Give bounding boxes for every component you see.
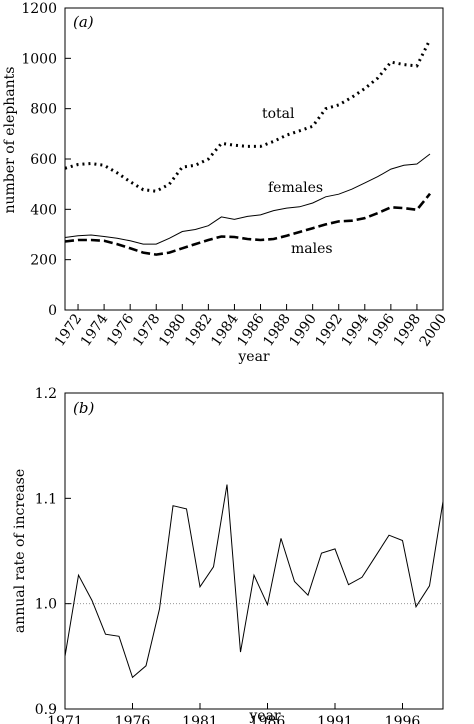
- panel-a-x-tick-label: 1982: [182, 311, 216, 349]
- panel-a-plot-frame: [64, 7, 444, 311]
- panel-a-x-tick-label: 1976: [104, 311, 138, 349]
- panel-a-x-tick-label: 1974: [78, 311, 112, 349]
- panel-a-x-tick-label: 1980: [156, 311, 190, 349]
- panel-a-x-tick-label: 1994: [339, 311, 373, 349]
- panel-b-x-tick-label: 1976: [115, 714, 151, 724]
- panel-a-x-ticks: 1972197419761978198019821984198619881990…: [52, 304, 451, 349]
- panel-b-x-ticks: 1971 1976 1981 1986 1991 1996: [47, 703, 420, 724]
- panel-b-x-tick-label: 1981: [182, 714, 218, 724]
- panel-a-y-tick-label: 400: [30, 202, 57, 218]
- panel-b-plot-frame: [64, 392, 444, 710]
- panel-b-x-axis-title: year: [248, 708, 281, 724]
- panel-a-label: (a): [73, 13, 94, 31]
- panel-b-y-tick-label: 1.1: [35, 491, 57, 507]
- series-label-males: males: [291, 241, 333, 257]
- panel-a-y-tick-label: 600: [30, 152, 57, 168]
- series-label-females: females: [268, 180, 323, 196]
- panel-a-x-tick-label: 1996: [365, 311, 399, 349]
- series-line-females: [64, 153, 431, 245]
- panel-a-x-tick-label: 1978: [130, 311, 164, 349]
- panel-b: 0.9 1.0 1.1 1.2 1971 1976 1981 1986 1991 1996 (b…: [12, 386, 444, 724]
- series-line-males: [64, 192, 432, 256]
- panel-b-x-tick-label: 1986: [250, 714, 286, 724]
- panel-b-x-tick-label: 1991: [317, 714, 353, 724]
- rate-of-increase-line: [64, 484, 444, 679]
- panel-a-series: [64, 38, 432, 256]
- panel-b-x-tick-label: 1996: [385, 714, 421, 724]
- panel-b-y-tick-label: 1.0: [35, 597, 57, 613]
- panel-b-y-axis-title: annual rate of increase: [12, 469, 28, 633]
- panel-a-x-tick-label: 1986: [234, 311, 268, 349]
- panel-a-y-tick-label: 1200: [21, 1, 57, 17]
- series-label-total: total: [262, 106, 295, 122]
- panel-a-y-tick-label: 800: [30, 102, 57, 118]
- panel-a-x-tick-label: 1984: [208, 311, 242, 349]
- panel-a-y-axis-title: number of elephants: [2, 67, 18, 214]
- panel-a-y-tick-label: 0: [48, 303, 57, 319]
- panel-b-y-tick-label: 0.9: [35, 702, 57, 718]
- series-line-total: [64, 38, 432, 193]
- panel-b-x-tick-label: 1971: [47, 714, 83, 724]
- panel-b-label: (b): [73, 399, 94, 417]
- panel-a-x-tick-label: 1988: [260, 311, 294, 349]
- panel-a: 0 200 400 600 800 1000 1200 197219741976197819…: [2, 1, 450, 365]
- panel-b-y-ticks: 0.9 1.0 1.1 1.2: [35, 386, 71, 718]
- panel-a-x-tick-label: 1998: [391, 311, 425, 349]
- panel-a-y-tick-label: 200: [30, 253, 57, 269]
- panel-a-y-tick-label: 1000: [21, 51, 57, 67]
- panel-a-y-ticks: 0 200 400 600 800 1000 1200: [21, 1, 71, 319]
- panel-b-series: [64, 484, 444, 679]
- panel-b-y-tick-label: 1.2: [35, 386, 57, 402]
- panel-a-x-tick-label: 2000: [417, 311, 451, 349]
- panel-a-x-tick-label: 1992: [312, 311, 346, 349]
- panel-a-x-tick-label: 1990: [286, 311, 320, 349]
- panel-a-x-axis-title: year: [237, 349, 270, 365]
